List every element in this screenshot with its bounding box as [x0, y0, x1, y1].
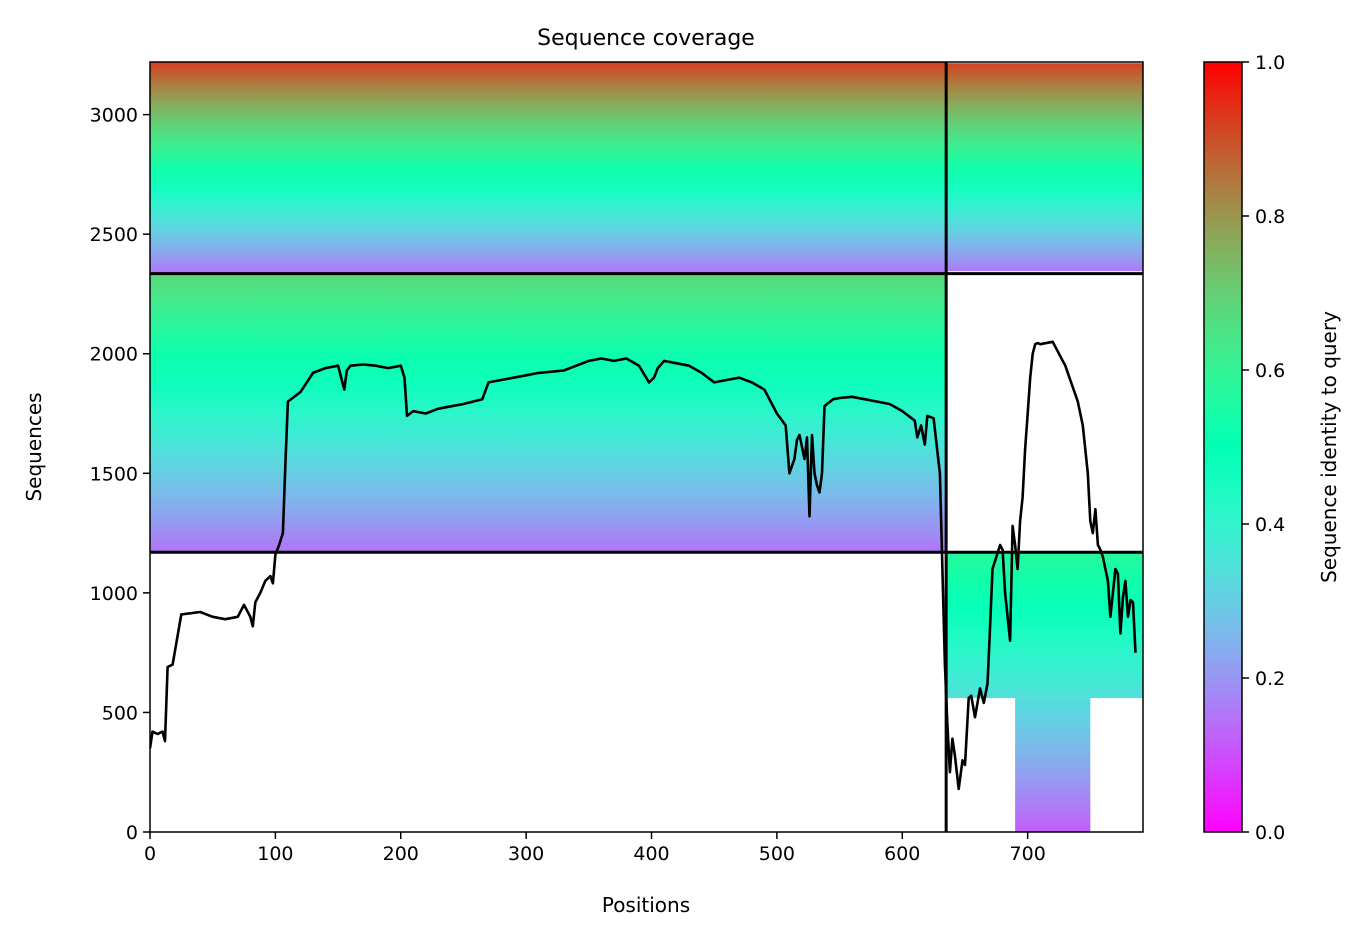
colorbar-gradient — [1203, 61, 1243, 833]
block-top-region — [946, 63, 1143, 272]
y-tick-label: 1000 — [90, 583, 138, 605]
coverage-line — [150, 340, 1137, 791]
chart-title: Sequence coverage — [537, 26, 755, 51]
y-tick-label: 500 — [102, 702, 138, 724]
y-tick-label: 0 — [126, 822, 138, 844]
x-tick-label: 300 — [508, 843, 544, 865]
x-axis: 0 100 200 300 400 500 600 700 — [144, 832, 1046, 865]
colorbar-tick-label: 1.0 — [1255, 52, 1285, 74]
colorbar-tick-label: 0.4 — [1255, 514, 1285, 536]
block-bottom-region — [1015, 698, 1091, 832]
colorbar-tick-label: 0.6 — [1255, 360, 1285, 382]
x-tick-label: 500 — [759, 843, 795, 865]
colorbar-tick-label: 0.8 — [1255, 206, 1285, 228]
x-tick-label: 200 — [383, 843, 419, 865]
x-axis-label: Positions — [602, 893, 690, 917]
y-tick-label: 1500 — [90, 463, 138, 485]
colorbar-tick-label: 0.0 — [1255, 822, 1285, 844]
x-tick-label: 100 — [257, 843, 293, 865]
y-axis-label: Sequences — [22, 392, 46, 501]
plot-area — [149, 61, 1144, 833]
y-tick-label: 3000 — [90, 105, 138, 127]
block-middle-region — [150, 273, 947, 553]
colorbar-label: Sequence identity to query — [1317, 311, 1341, 583]
x-tick-label: 600 — [884, 843, 920, 865]
colorbar-tick-label: 0.2 — [1255, 668, 1285, 690]
y-tick-label: 2000 — [90, 344, 138, 366]
y-tick-label: 2500 — [90, 224, 138, 246]
x-tick-label: 0 — [144, 843, 156, 865]
y-axis: 0 500 1000 1500 2000 2500 3000 — [90, 105, 150, 844]
plot-frame — [149, 61, 1144, 833]
block-top-region — [150, 62, 947, 274]
x-tick-label: 400 — [633, 843, 669, 865]
x-tick-label: 700 — [1010, 843, 1046, 865]
colorbar: 0.0 0.2 0.4 0.6 0.8 1.0 — [1203, 52, 1285, 844]
block-bottom-region — [946, 552, 1143, 699]
